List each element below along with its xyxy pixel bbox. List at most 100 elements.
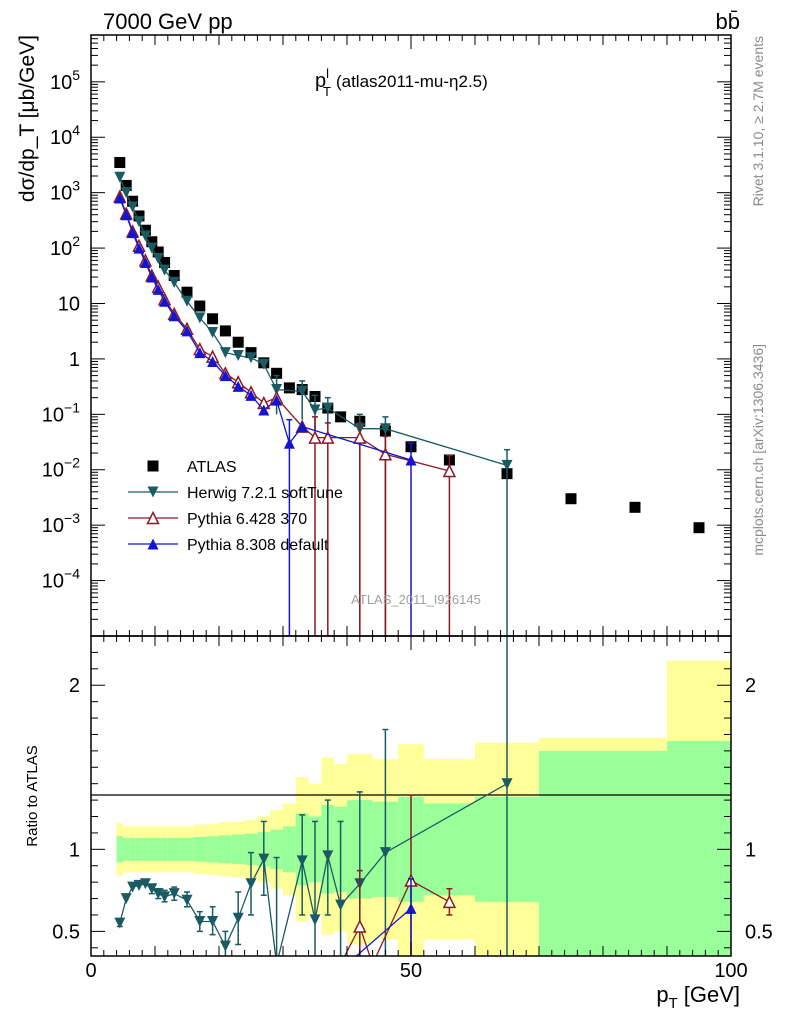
ratio-band-inner — [116, 836, 123, 863]
ratio-plot-frame — [90, 635, 732, 957]
ratio-band-inner — [244, 833, 258, 865]
main-ytick-label: 10−3 — [42, 510, 80, 537]
ratio-point — [114, 917, 126, 929]
main-point — [120, 187, 132, 199]
main-point — [219, 370, 231, 382]
main-point — [168, 276, 180, 288]
ratio-point — [120, 893, 132, 905]
ratio-ticks: 0.5 1 2 0.5 1 2 0 50 100 — [52, 636, 773, 982]
ratio-point — [159, 891, 171, 903]
ratio-band-inner — [193, 837, 207, 862]
ratio-point — [501, 778, 513, 790]
ratio-point — [322, 850, 334, 862]
ratio-panel: 0.5 1 2 0.5 1 2 0 50 100 Ratio to ATLAS pT [GeV] — [24, 635, 773, 1012]
main-ytick-label: 10−1 — [42, 399, 80, 426]
main-point — [194, 312, 206, 324]
ratio-ytick-label-right: 0.5 — [745, 921, 773, 943]
ratio-band-inner — [667, 741, 731, 956]
legend-label: Pythia 8.308 default — [187, 537, 329, 554]
main-point — [258, 404, 270, 416]
ratio-point — [127, 881, 139, 893]
main-ytick-label: 10 — [58, 293, 80, 315]
legend-marker — [146, 510, 160, 525]
ratio-series-line — [344, 879, 450, 956]
main-point — [629, 501, 641, 513]
main-point — [146, 242, 158, 254]
ratio-ylabel: Ratio to ATLAS — [24, 745, 41, 846]
main-point — [501, 459, 513, 471]
main-point — [159, 295, 171, 307]
ratio-band-inner — [270, 829, 283, 870]
mcplots-label: mcplots.cern.ch [arXiv:1306.3436] — [750, 344, 766, 556]
main-point — [405, 454, 417, 466]
ratio-point — [139, 878, 151, 890]
main-ytick-label: 105 — [50, 67, 80, 94]
ratio-band-inner — [231, 834, 245, 865]
watermark: ATLAS_2011_I926145 — [351, 592, 481, 607]
main-point — [271, 367, 283, 379]
main-point — [146, 236, 158, 248]
main-point — [245, 389, 257, 401]
main-point — [181, 325, 193, 337]
ratio-point — [181, 894, 193, 906]
main-point — [168, 270, 180, 282]
energy-label: 7000 GeV pp — [103, 9, 233, 34]
main-point — [194, 300, 206, 312]
ratio-point — [335, 899, 347, 911]
main-ytick-label: 1 — [69, 349, 80, 371]
ratio-band-inner — [161, 837, 168, 861]
main-series-1 — [114, 171, 513, 636]
xtick-label: 100 — [714, 960, 747, 982]
main-point — [146, 271, 158, 283]
main-point — [379, 423, 391, 435]
main-point — [114, 171, 126, 183]
ratio-point — [405, 902, 417, 914]
legend: ATLAS Herwig 7.2.1 softTune Pythia 6.428 3… — [128, 459, 343, 554]
main-point — [207, 355, 219, 367]
ratio-point — [133, 879, 145, 891]
main-point — [232, 380, 244, 392]
ratio-band-inner — [129, 837, 136, 861]
ratio-series — [114, 636, 513, 956]
ratio-band-inner — [283, 826, 296, 873]
ratio-ytick-label: 2 — [69, 675, 80, 697]
main-point — [271, 394, 283, 406]
process-label: bb̄ — [716, 9, 740, 34]
main-point — [353, 430, 367, 444]
xtick-label: 50 — [400, 960, 422, 982]
ratio-series-line — [355, 907, 412, 956]
main-point — [322, 402, 334, 414]
main-point — [152, 246, 164, 258]
ratio-point — [309, 914, 321, 926]
ratio-point — [296, 855, 308, 867]
main-point — [283, 437, 295, 449]
ratio-band-inner — [167, 837, 181, 861]
ratio-point — [194, 916, 206, 928]
ratio-ytick-label: 1 — [69, 839, 80, 861]
main-point — [693, 522, 705, 534]
x-axis-label: pT [GeV] — [656, 982, 740, 1012]
ratio-ytick-label: 0.5 — [52, 921, 80, 943]
ratio-band-inner — [148, 837, 155, 861]
ratio-point — [152, 888, 164, 900]
ratio-point — [232, 912, 244, 924]
ratio-band-inner — [123, 837, 130, 861]
main-point — [232, 336, 244, 348]
main-ytick-label: 104 — [50, 122, 80, 149]
main-point — [139, 230, 151, 242]
rivet-label: Rivet 3.1.10, ≥ 2.7M events — [750, 36, 766, 206]
main-point — [127, 195, 139, 207]
main-point — [565, 493, 577, 505]
legend-marker — [147, 538, 159, 550]
main-point — [296, 385, 308, 397]
main-point — [152, 283, 164, 295]
legend-marker — [147, 460, 159, 472]
main-ytick-label: 103 — [50, 178, 80, 205]
ratio-band-inner — [135, 837, 143, 861]
main-point — [133, 210, 145, 222]
main-point — [207, 326, 219, 338]
main-point — [219, 325, 231, 337]
main-point — [127, 201, 139, 213]
main-point — [181, 286, 193, 298]
